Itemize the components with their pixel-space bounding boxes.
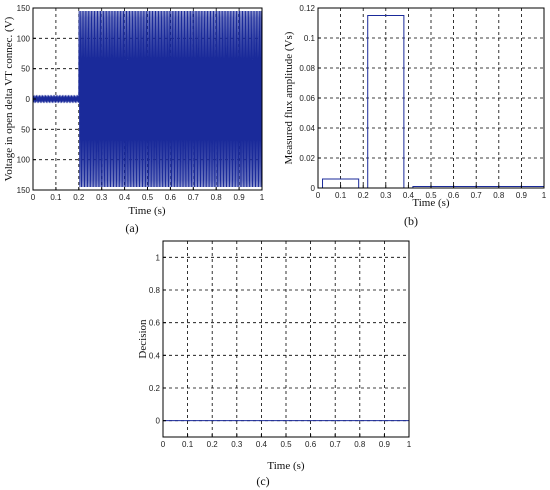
x-tick-label: 1 [260,193,265,202]
y-tick-label: 0 [156,417,161,426]
y-tick-label: 0.08 [299,64,315,73]
chart-c-x-label: Time (s) [267,460,305,472]
y-tick-label: 0.04 [299,124,315,133]
chart-b-x-label: Time (s) [412,197,450,209]
x-tick-label: 0.9 [379,440,391,449]
chart-a: 0 0.1 0.2 0.3 0.4 0.5 0.6 0.7 0.8 0.9 1 150 100 50 0 5… [3,4,265,235]
chart-b-grid [318,8,544,188]
x-tick-label: 1 [407,440,412,449]
x-tick-label: 0.2 [358,191,370,200]
x-tick-label: 0.1 [182,440,194,449]
x-tick-label: 0.8 [493,191,505,200]
y-tick-label: 0 [26,95,31,104]
x-tick-label: 0.7 [188,193,200,202]
chart-c-y-label: Decision [137,319,149,359]
chart-a-x-label: Time (s) [128,205,166,217]
y-tick-label: 0.1 [304,34,316,43]
x-tick-label: 1 [542,191,547,200]
y-tick-label: 0.2 [149,384,161,393]
y-tick-label: 100 [17,34,31,43]
chart-b-panel-label: (b) [404,214,418,228]
y-tick-label: 0.4 [149,351,161,360]
x-tick-label: 0.5 [280,440,292,449]
x-tick-label: 0.4 [403,191,415,200]
x-tick-label: 0.7 [471,191,483,200]
x-tick-label: 0.1 [335,191,347,200]
x-tick-label: 0.7 [330,440,342,449]
x-tick-label: 0.9 [516,191,528,200]
x-tick-label: 0.8 [354,440,366,449]
chart-b-flux-trace [322,15,544,189]
x-tick-label: 0.3 [231,440,243,449]
chart-c: 0 0.1 0.2 0.3 0.4 0.5 0.6 0.7 0.8 0.9 1 0 0.2 0.4 0.6… [137,240,412,488]
chart-c-panel-label: (c) [256,474,269,488]
x-tick-label: 0.4 [256,440,268,449]
x-tick-label: 0 [161,440,166,449]
y-tick-label: 0.06 [299,94,315,103]
x-tick-label: 0.3 [96,193,108,202]
chart-b-x-ticks: 0 0.1 0.2 0.3 0.4 0.5 0.6 0.7 0.8 0.9 1 [316,185,547,200]
y-tick-label: 150 [17,4,31,13]
chart-c-grid [163,241,409,437]
x-tick-label: 0.2 [73,193,85,202]
y-tick-label: 0.8 [149,286,161,295]
x-tick-label: 0.5 [142,193,154,202]
x-tick-label: 0.8 [211,193,223,202]
y-tick-label: 150 [17,186,31,195]
chart-a-y-ticks: 150 100 50 0 50 100 150 [17,4,36,195]
y-tick-label: 50 [21,125,30,134]
chart-c-y-ticks: 0 0.2 0.4 0.6 0.8 1 [149,253,166,426]
y-tick-label: 1 [156,253,161,262]
y-tick-label: 0.12 [299,4,315,13]
x-tick-label: 0.1 [50,193,62,202]
y-tick-label: 0.02 [299,154,315,163]
chart-b: 0 0.1 0.2 0.3 0.4 0.5 0.6 0.7 0.8 0.9 1 00.020.040… [283,4,547,228]
x-tick-label: 0.2 [207,440,219,449]
x-tick-label: 0.6 [448,191,460,200]
chart-c-x-ticks: 0 0.1 0.2 0.3 0.4 0.5 0.6 0.7 0.8 0.9 1 [161,434,412,449]
x-tick-label: 0.6 [165,193,177,202]
x-tick-label: 0 [316,191,321,200]
y-tick-label: 0.6 [149,319,161,328]
y-tick-label: 0 [311,184,316,193]
y-tick-label: 50 [21,65,30,74]
x-tick-label: 0.9 [234,193,246,202]
x-tick-label: 0.5 [425,191,437,200]
x-tick-label: 0.4 [119,193,131,202]
chart-a-y-label: Voltage in open delta VT connec. (V) [3,16,15,181]
x-tick-label: 0 [31,193,36,202]
chart-b-y-label: Measured flux amplitude (Vs) [283,31,295,164]
y-tick-label: 100 [17,156,31,165]
chart-b-y-ticks: 0 0.02 0.04 0.06 0.08 0.1 0.12 [299,4,321,193]
chart-a-voltage-trace [32,11,263,187]
chart-a-panel-label: (a) [125,221,138,235]
chart-a-x-ticks: 0 0.1 0.2 0.3 0.4 0.5 0.6 0.7 0.8 0.9 1 [31,187,265,202]
x-tick-label: 0.3 [380,191,392,200]
x-tick-label: 0.6 [305,440,317,449]
